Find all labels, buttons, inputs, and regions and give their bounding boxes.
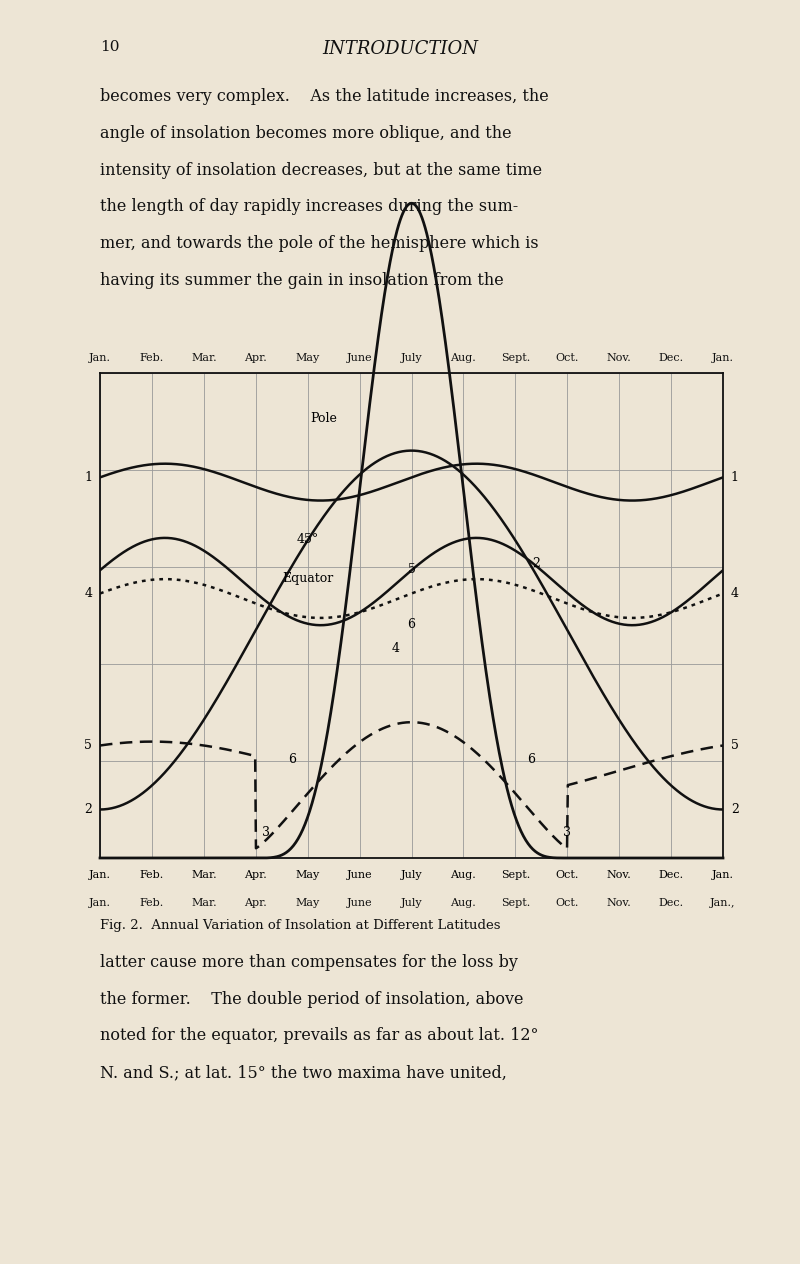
Text: Aug.: Aug. [450,870,476,880]
Text: June: June [346,899,372,909]
Text: Mar.: Mar. [191,870,217,880]
Text: 3: 3 [262,825,270,838]
Text: the former.    The double period of insolation, above: the former. The double period of insolat… [100,991,523,1007]
Text: 4: 4 [730,586,738,600]
Text: Jan.,: Jan., [710,899,736,909]
Text: May: May [295,899,320,909]
Text: latter cause more than compensates for the loss by: latter cause more than compensates for t… [100,954,518,971]
Text: Apr.: Apr. [244,353,267,363]
Text: Fig. 2.  Annual Variation of Insolation at Different Latitudes: Fig. 2. Annual Variation of Insolation a… [100,919,501,932]
Text: 4: 4 [84,586,92,600]
Text: Nov.: Nov. [606,870,631,880]
Text: intensity of insolation decreases, but at the same time: intensity of insolation decreases, but a… [100,162,542,178]
Text: 4: 4 [392,642,400,655]
Text: noted for the equator, prevails as far as about lat. 12°: noted for the equator, prevails as far a… [100,1028,538,1044]
Text: 3: 3 [563,825,571,838]
Text: INTRODUCTION: INTRODUCTION [322,40,478,58]
Text: 2: 2 [84,803,92,817]
Text: June: June [346,870,372,880]
Text: Jan.: Jan. [89,353,111,363]
Text: May: May [295,353,320,363]
Text: Feb.: Feb. [140,899,164,909]
Text: Dec.: Dec. [658,353,684,363]
Text: 45°: 45° [297,533,318,546]
Text: Jan.: Jan. [712,870,734,880]
Text: Aug.: Aug. [450,899,476,909]
Text: angle of insolation becomes more oblique, and the: angle of insolation becomes more oblique… [100,125,512,142]
Text: Sept.: Sept. [501,870,530,880]
Text: 2: 2 [730,803,738,817]
Text: Jan.: Jan. [712,353,734,363]
Text: 1: 1 [84,471,92,484]
Text: Feb.: Feb. [140,353,164,363]
Text: becomes very complex.    As the latitude increases, the: becomes very complex. As the latitude in… [100,88,549,105]
Text: Apr.: Apr. [244,870,267,880]
Text: Nov.: Nov. [606,899,631,909]
Text: Sept.: Sept. [501,899,530,909]
Text: Equator: Equator [282,571,334,585]
Text: July: July [401,353,422,363]
Text: Mar.: Mar. [191,353,217,363]
Text: 5: 5 [84,739,92,752]
Text: Jan.: Jan. [89,899,111,909]
Text: Oct.: Oct. [555,870,579,880]
Text: June: June [346,353,372,363]
Text: N. and S.; at lat. 15° the two maxima have united,: N. and S.; at lat. 15° the two maxima ha… [100,1064,507,1081]
Text: 6: 6 [527,753,535,766]
Text: 6: 6 [288,753,296,766]
Text: July: July [401,899,422,909]
Text: 2: 2 [532,557,540,570]
Text: 6: 6 [407,618,415,632]
Text: Apr.: Apr. [244,899,267,909]
Text: 1: 1 [730,471,738,484]
Text: Oct.: Oct. [555,353,579,363]
Text: mer, and towards the pole of the hemisphere which is: mer, and towards the pole of the hemisph… [100,235,538,252]
Text: Sept.: Sept. [501,353,530,363]
Text: Feb.: Feb. [140,870,164,880]
Text: Aug.: Aug. [450,353,476,363]
Text: May: May [295,870,320,880]
Text: 5: 5 [407,562,415,575]
Text: Pole: Pole [310,412,337,425]
Text: Dec.: Dec. [658,870,684,880]
Text: Dec.: Dec. [658,899,684,909]
Text: Mar.: Mar. [191,899,217,909]
Text: having its summer the gain in insolation from the: having its summer the gain in insolation… [100,272,504,288]
Text: Nov.: Nov. [606,353,631,363]
Text: the length of day rapidly increases during the sum-: the length of day rapidly increases duri… [100,198,518,215]
Text: 5: 5 [730,739,738,752]
Text: July: July [401,870,422,880]
Text: Jan.: Jan. [89,870,111,880]
Text: 10: 10 [100,40,119,54]
Text: Oct.: Oct. [555,899,579,909]
